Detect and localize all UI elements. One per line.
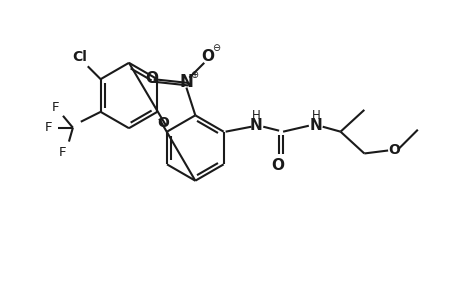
Text: ⊕: ⊕ — [190, 70, 198, 80]
Text: F: F — [44, 121, 52, 134]
Text: O: O — [271, 158, 284, 173]
Text: N: N — [309, 118, 321, 133]
Text: ⊖: ⊖ — [212, 43, 220, 53]
Text: N: N — [179, 73, 193, 91]
Text: O: O — [145, 71, 158, 86]
Text: H: H — [311, 109, 319, 122]
Text: N: N — [249, 118, 262, 133]
Text: F: F — [51, 101, 59, 114]
Text: H: H — [252, 109, 260, 122]
Text: F: F — [59, 146, 67, 159]
Text: Cl: Cl — [72, 50, 87, 64]
Text: O: O — [387, 143, 399, 158]
Text: O: O — [201, 50, 214, 64]
Text: O: O — [157, 116, 169, 130]
